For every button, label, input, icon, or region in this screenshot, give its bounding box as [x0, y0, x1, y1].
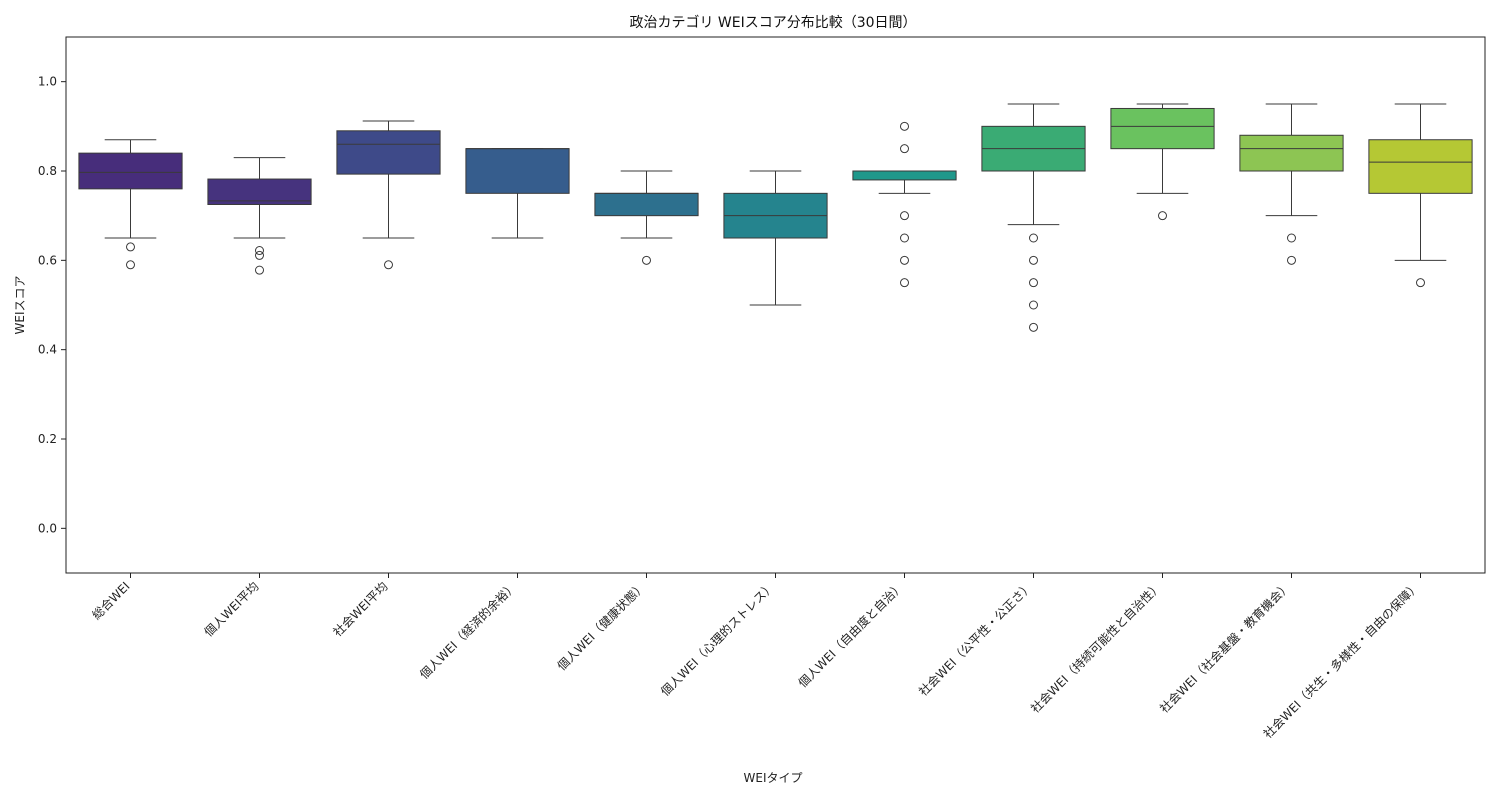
plot-area [78, 103, 1473, 332]
x-tick-label: 社会WEI（社会基盤・教育機会） [1156, 579, 1293, 716]
box-group [465, 148, 570, 239]
outlier-point [255, 250, 264, 260]
outlier-point [642, 255, 651, 265]
box-iqr [336, 130, 441, 175]
box-iqr [852, 170, 957, 181]
outlier-point [900, 121, 909, 131]
x-tick-label: 個人WEI（健康状態） [554, 579, 649, 674]
outlier-point [1287, 255, 1296, 265]
box-group [723, 170, 828, 306]
outlier-point [126, 260, 135, 270]
box-group [336, 120, 441, 270]
outlier-point [1416, 278, 1425, 288]
outlier-point [1029, 255, 1038, 265]
y-axis: 0.0 0.2 0.4 0.6 0.8 1.0 [38, 75, 66, 535]
box-group [852, 121, 957, 288]
box-iqr [1239, 134, 1344, 172]
outlier-point [1287, 233, 1296, 243]
y-tick-label: 0.8 [38, 164, 57, 178]
outlier-point [1158, 211, 1167, 221]
outlier-point [126, 242, 135, 252]
outlier-point [1029, 278, 1038, 288]
box-group [207, 157, 312, 275]
outlier-point [900, 278, 909, 288]
y-tick-label: 0.0 [38, 521, 57, 535]
box-iqr [465, 148, 570, 194]
box-group [594, 170, 699, 265]
outlier-point [1029, 233, 1038, 243]
x-tick-label: 個人WEI平均 [202, 579, 262, 639]
y-tick-label: 1.0 [38, 75, 57, 89]
box-group [981, 103, 1086, 332]
outlier-point [384, 260, 393, 270]
outlier-point [900, 211, 909, 221]
outlier-point [1029, 300, 1038, 310]
x-axis-label: WEIタイプ [744, 771, 803, 785]
y-tick-label: 0.2 [38, 432, 57, 446]
box-iqr [1368, 139, 1473, 194]
outlier-point [900, 144, 909, 154]
box-iqr [1110, 107, 1215, 150]
y-axis-label: WEIスコア [13, 276, 27, 335]
x-tick-label: 個人WEI（自由度と自治） [795, 579, 907, 691]
x-tick-label: 個人WEI（心理的ストレス） [657, 579, 777, 699]
y-tick-label: 0.6 [38, 253, 57, 267]
outlier-point [255, 265, 264, 275]
x-tick-label: 個人WEI（経済的余裕） [416, 579, 519, 682]
box-group [78, 139, 183, 270]
box-iqr [594, 192, 699, 217]
outlier-point [255, 246, 264, 256]
box-group [1239, 103, 1344, 265]
x-axis: 総合WEI 個人WEI平均 社会WEI平均 個人WEI（経済的余裕） 個人WEI（健康状… [89, 573, 1423, 741]
outlier-point [1029, 322, 1038, 332]
x-tick-label: 社会WEI（持続可能性と自治性） [1027, 579, 1164, 716]
x-tick-label: 社会WEI（公平性・公正さ） [915, 579, 1035, 699]
chart-title: 政治カテゴリ WEIスコア分布比較（30日間） [629, 14, 916, 31]
box-iqr [207, 178, 312, 205]
box-group [1368, 103, 1473, 288]
outlier-point [900, 255, 909, 265]
box-group [1110, 103, 1215, 221]
y-tick-label: 0.4 [38, 343, 57, 357]
x-tick-label: 総合WEI [89, 579, 133, 623]
x-tick-label: 社会WEI（共生・多様性・自由の保障） [1260, 579, 1423, 742]
box-iqr [78, 152, 183, 190]
outlier-point [900, 233, 909, 243]
x-tick-label: 社会WEI平均 [330, 579, 391, 640]
